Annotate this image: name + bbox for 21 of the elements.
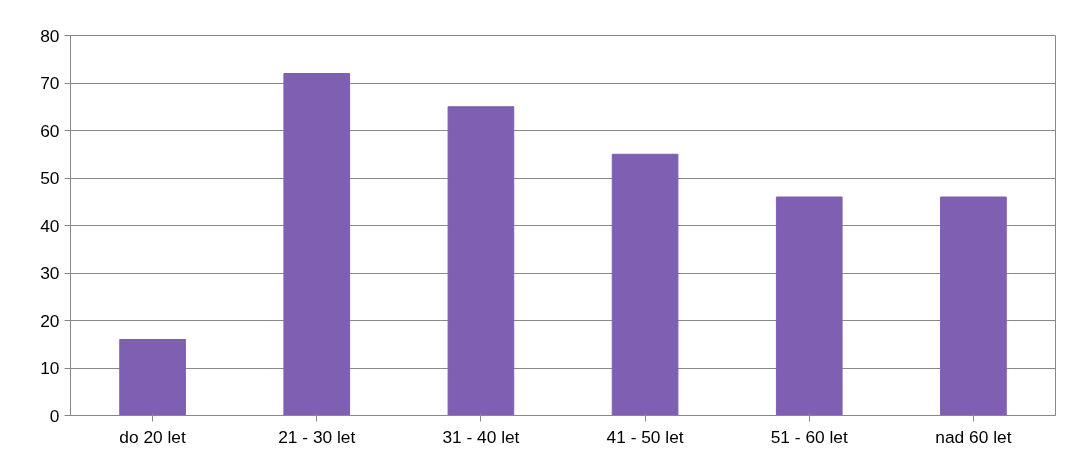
bar <box>283 73 351 416</box>
x-tick-label: 51 - 60 let <box>770 426 848 447</box>
bar <box>775 196 843 416</box>
y-tick-label: 60 <box>40 120 60 141</box>
y-tick-label: 80 <box>40 25 60 46</box>
bar <box>940 196 1007 416</box>
x-tick-label: 31 - 40 let <box>442 426 520 447</box>
bar <box>119 339 186 416</box>
x-tick-label: 41 - 50 let <box>606 426 684 447</box>
y-tick-label: 10 <box>40 358 60 378</box>
y-tick-label: 30 <box>40 263 60 283</box>
y-tick-label: 40 <box>40 215 60 236</box>
x-tick-label: do 20 let <box>119 426 187 447</box>
y-tick-label: 70 <box>40 73 60 93</box>
y-tick-label: 50 <box>40 168 60 188</box>
y-tick-label: 20 <box>40 310 60 331</box>
x-tick-label: nad 60 let <box>935 426 1012 447</box>
bar <box>611 153 679 416</box>
x-tick-label: 21 - 30 let <box>278 426 356 447</box>
bar <box>447 106 515 416</box>
y-tick-label: 0 <box>49 405 60 426</box>
